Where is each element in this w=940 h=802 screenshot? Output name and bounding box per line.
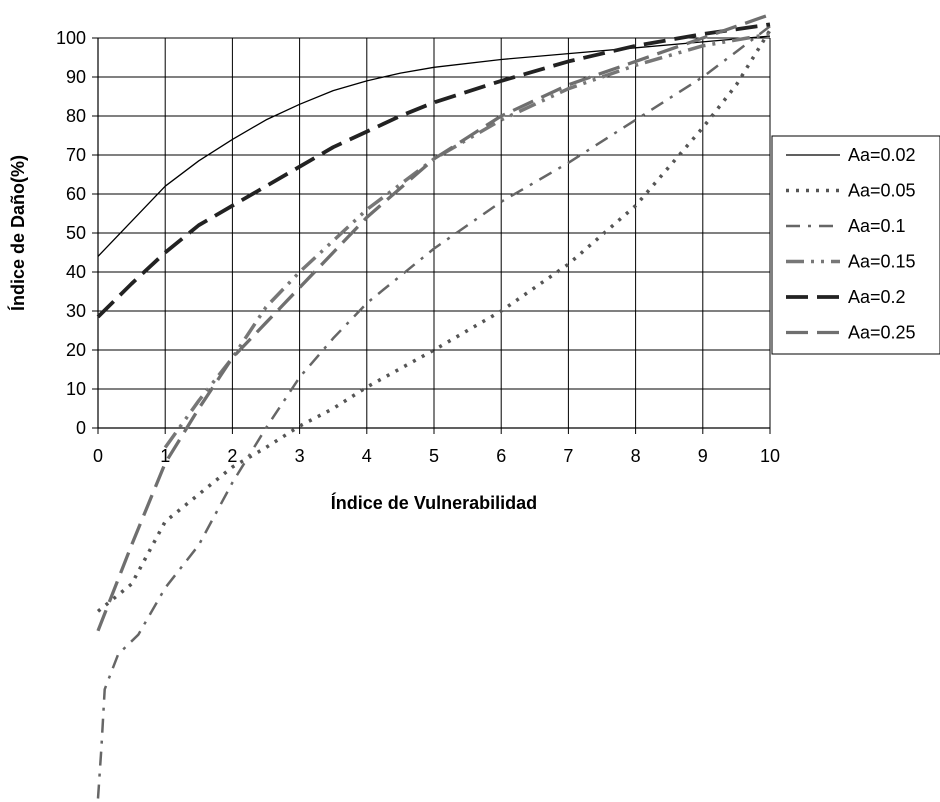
axes: [92, 37, 771, 434]
y-tick-label: 60: [66, 184, 86, 204]
y-axis-title: Índice de Daño(%): [7, 155, 28, 311]
y-tick-label: 20: [66, 340, 86, 360]
legend-label: Aa=0.2: [848, 287, 906, 307]
legend-box: [771, 135, 940, 355]
x-tick-label: 0: [93, 446, 103, 466]
y-tick-label: 80: [66, 106, 86, 126]
y-tick-label: 70: [66, 145, 86, 165]
x-tick-label: 7: [563, 446, 573, 466]
legend-label: Aa=0.02: [848, 145, 916, 165]
x-tick-label: 2: [227, 446, 237, 466]
x-axis-title: Índice de Vulnerabilidad: [331, 492, 537, 513]
legend-label: Aa=0.1: [848, 216, 906, 236]
y-tick-label: 40: [66, 262, 86, 282]
legend-label: Aa=0.25: [848, 323, 916, 343]
x-tick-label: 1: [160, 446, 170, 466]
series-line-aa-0-1: [96, 25, 771, 799]
y-tick-label: 50: [66, 223, 86, 243]
legend-label: Aa=0.05: [848, 181, 916, 201]
y-tick-label: 90: [66, 67, 86, 87]
x-tick-label: 4: [362, 446, 372, 466]
y-tick-label: 100: [56, 28, 86, 48]
x-tick-label: 6: [496, 446, 506, 466]
y-tick-label: 0: [76, 418, 86, 438]
series-line-aa-0-25: [96, 13, 771, 632]
legend-label: Aa=0.15: [848, 252, 916, 272]
series-line-aa-0-2: [96, 22, 771, 319]
x-tick-label: 5: [429, 446, 439, 466]
y-tick-label: 10: [66, 379, 86, 399]
tick-labels: 0 10 20 30 40 50 60 70 80 90 100 0 1 2 3 4 5 6 7 8 9 10: [56, 28, 780, 466]
series-line-aa-0-02: [97, 35, 771, 257]
legend: Aa=0.02 Aa=0.05 Aa=0.1 Aa=0.15 Aa=0.2 Aa=0.25: [771, 135, 940, 355]
series-lines: [96, 13, 772, 799]
y-tick-label: 30: [66, 301, 86, 321]
x-tick-label: 8: [631, 446, 641, 466]
x-tick-label: 10: [760, 446, 780, 466]
x-tick-label: 9: [698, 446, 708, 466]
x-tick-label: 3: [295, 446, 305, 466]
